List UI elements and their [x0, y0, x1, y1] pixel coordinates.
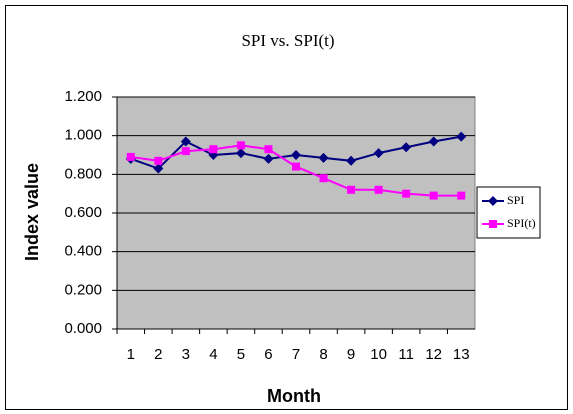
marker [401, 142, 412, 153]
legend-label: SPI [507, 193, 524, 207]
x-tick-label: 9 [347, 346, 355, 363]
legend-label: SPI(t) [507, 216, 536, 230]
x-tick-label: 7 [292, 346, 300, 363]
marker [291, 150, 301, 160]
legend-box [476, 186, 541, 239]
marker [429, 191, 438, 200]
marker [456, 131, 467, 142]
marker [292, 162, 300, 171]
marker [374, 185, 383, 194]
y-tick-label: 0.000 [64, 320, 102, 337]
chart-title: SPI vs. SPI(t) [241, 31, 334, 50]
marker [489, 220, 497, 228]
x-tick-label: 4 [209, 346, 217, 363]
y-tick-label: 1.200 [64, 88, 102, 105]
marker [209, 145, 218, 154]
marker [428, 136, 439, 147]
marker [347, 185, 356, 194]
x-tick-label: 13 [453, 346, 470, 363]
x-tick-label: 11 [398, 346, 414, 363]
x-tick-label: 2 [154, 346, 162, 363]
y-tick-label: 1.000 [64, 127, 102, 144]
marker [236, 141, 245, 150]
y-tick-label: 0.800 [64, 165, 102, 182]
y-tick-label: 0.400 [64, 243, 102, 260]
marker [181, 147, 190, 156]
y-axis-label: Index value [22, 163, 42, 261]
x-tick-label: 12 [425, 346, 442, 363]
marker [488, 196, 498, 206]
marker [346, 155, 357, 166]
x-tick-label: 3 [182, 346, 190, 363]
x-tick-label: 5 [237, 346, 245, 363]
marker [180, 136, 191, 147]
x-tick-label: 6 [264, 346, 272, 363]
marker [153, 163, 164, 174]
marker [154, 156, 163, 165]
marker [319, 174, 328, 183]
marker [457, 191, 466, 200]
marker [373, 148, 384, 159]
marker [235, 148, 246, 159]
x-tick-label: 10 [370, 346, 387, 363]
x-tick-label: 1 [127, 346, 135, 363]
marker [126, 152, 135, 161]
marker [264, 145, 273, 154]
x-axis-label: Month [267, 386, 321, 406]
x-tick-label: 8 [319, 346, 327, 363]
marker [318, 152, 329, 163]
marker [402, 189, 411, 198]
marker [263, 153, 274, 164]
y-tick-label: 0.200 [64, 281, 102, 298]
y-tick-label: 0.600 [64, 204, 102, 221]
